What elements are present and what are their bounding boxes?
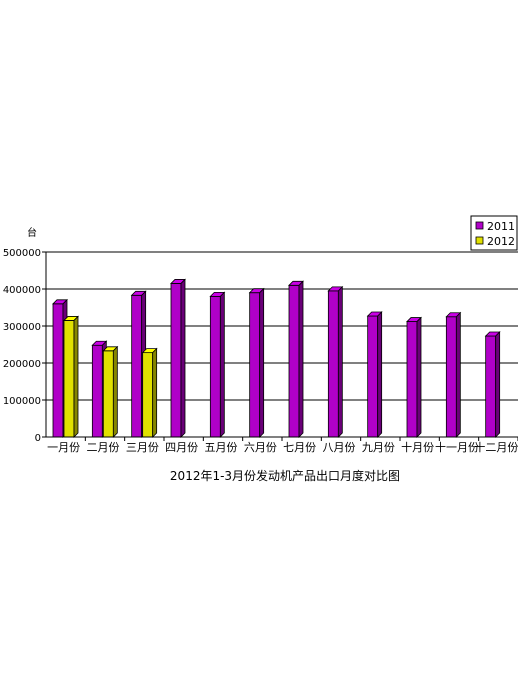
y-axis-ticks: 0 100000 200000 300000 400000 500000 — [3, 248, 46, 444]
x-category-label: 十二月份 — [474, 440, 518, 454]
y-tick-label: 100000 — [3, 396, 41, 407]
chart-title: 2012年1-3月份发动机产品出口月度对比图 — [170, 468, 400, 483]
x-category-label: 十一月份 — [435, 440, 479, 454]
x-category-label: 二月份 — [87, 441, 120, 454]
bar-2011-4 — [170, 278, 186, 438]
bar-2011-12 — [484, 331, 501, 438]
legend-entry: 2011 — [487, 220, 515, 233]
x-category-label: 六月份 — [244, 441, 277, 454]
x-category-label: 一月份 — [47, 441, 80, 454]
y-tick-label: 300000 — [3, 322, 41, 333]
bar-2011-7 — [288, 280, 304, 438]
bars — [52, 278, 501, 438]
legend: 2011 2012 — [470, 215, 518, 251]
y-axis-label: 台 — [27, 226, 37, 239]
legend-swatch — [475, 236, 484, 245]
x-category-label: 五月份 — [205, 441, 238, 454]
bar-2012-3 — [141, 347, 158, 438]
plot-area — [46, 252, 518, 437]
legend-swatch — [475, 221, 484, 230]
legend-entry: 2012 — [487, 235, 515, 248]
bar-2011-5 — [209, 291, 226, 438]
bar-2011-9 — [366, 311, 383, 438]
bar-2012-2 — [102, 345, 119, 438]
x-category-label: 七月份 — [283, 441, 316, 454]
y-tick-label: 400000 — [3, 285, 41, 296]
x-category-label: 四月份 — [165, 441, 198, 454]
bar-2011-8 — [327, 285, 344, 438]
x-category-label: 十月份 — [401, 440, 434, 454]
y-tick-label: 500000 — [3, 248, 41, 259]
bar-2011-6 — [248, 287, 265, 438]
plot-background — [46, 252, 518, 437]
y-tick-label: 0 — [35, 433, 41, 444]
bar-2011-10 — [406, 316, 422, 438]
x-category-label: 三月份 — [126, 441, 159, 454]
bar-2011-11 — [445, 311, 462, 438]
gridlines — [46, 251, 518, 401]
x-category-label: 九月份 — [362, 441, 395, 454]
y-tick-label: 200000 — [3, 359, 41, 370]
x-category-label: 八月份 — [323, 441, 356, 454]
bar-2012-1 — [63, 315, 79, 438]
